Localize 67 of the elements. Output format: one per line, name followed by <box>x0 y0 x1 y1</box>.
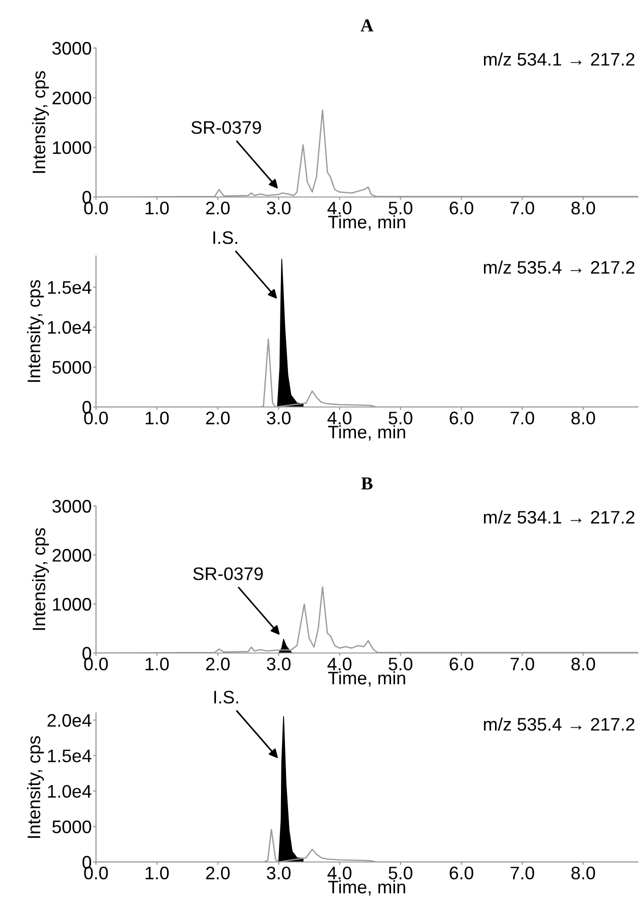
y-tick-label: 1000 <box>53 598 92 611</box>
x-tick-label: 1.0 <box>146 866 169 880</box>
x-tick-label: 1.0 <box>146 658 169 670</box>
y-tick-label: 1.0e4 <box>48 321 92 334</box>
annotation: I.S. <box>214 690 238 704</box>
x-tick-label: 5.0 <box>388 658 412 670</box>
y-tick-label: 2000 <box>52 548 92 562</box>
x-tick-label: 0.0 <box>84 412 108 424</box>
x-tick-label: 1.0 <box>146 412 169 424</box>
x-tick-label: 8.0 <box>571 202 596 214</box>
x-tick-label: 8.0 <box>571 658 596 670</box>
x-axis-title: Time, min <box>328 671 406 687</box>
x-tick-label: 3.0 <box>266 412 291 424</box>
x-tick-label: 2.0 <box>206 202 230 214</box>
y-axis-title: Intensity, cps <box>32 528 49 630</box>
x-tick-label: 8.0 <box>571 866 596 880</box>
chart-title: A <box>360 19 374 32</box>
y-axis-title: Intensity, cps <box>27 736 44 838</box>
y-tick-label: 5000 <box>52 820 92 834</box>
x-tick-label: 3.0 <box>266 658 291 670</box>
x-tick-label: 5.0 <box>388 866 412 880</box>
annotation: m/z 535.4 → 217.2 <box>484 717 634 731</box>
x-tick-label: 3.0 <box>266 866 291 880</box>
x-tick-label: 5.0 <box>388 412 412 424</box>
y-tick-label: 1.5e4 <box>48 750 92 762</box>
annotation: m/z 534.1 → 217.2 <box>484 52 634 66</box>
y-axis-title: Intensity, cps <box>32 71 49 173</box>
annotation: SR-0379 <box>191 121 261 134</box>
x-tick-label: 0.0 <box>84 866 108 880</box>
x-axis-title: Time, min <box>328 215 406 231</box>
x-tick-label: 7.0 <box>510 412 534 424</box>
x-axis-title: Time, min <box>328 880 406 896</box>
annotation: SR-0379 <box>193 567 263 580</box>
x-tick-label: 1.0 <box>146 202 169 214</box>
y-tick-label: 1.5e4 <box>48 281 92 294</box>
x-tick-label: 0.0 <box>84 202 108 214</box>
x-tick-label: 2.0 <box>206 866 230 880</box>
x-tick-label: 3.0 <box>266 202 291 214</box>
x-tick-label: 6.0 <box>450 866 474 880</box>
x-tick-label: 4.0 <box>327 202 352 214</box>
y-tick-label: 2000 <box>52 92 92 104</box>
chart-title: B <box>361 478 373 490</box>
y-tick-label: 1.0e4 <box>48 784 92 798</box>
x-tick-label: 2.0 <box>206 658 230 670</box>
x-tick-label: 6.0 <box>450 202 474 214</box>
x-tick-label: 6.0 <box>450 412 474 424</box>
x-tick-label: 4.0 <box>327 412 352 424</box>
y-tick-label: 3000 <box>52 500 92 513</box>
annotation: I.S. <box>213 231 238 244</box>
annotation: m/z 535.4 → 217.2 <box>484 260 634 274</box>
y-tick-label: 5000 <box>52 360 92 374</box>
x-tick-label: 0.0 <box>84 658 108 670</box>
x-tick-label: 7.0 <box>510 202 534 214</box>
x-tick-label: 5.0 <box>388 202 412 214</box>
x-axis-title: Time, min <box>328 425 406 441</box>
x-tick-label: 7.0 <box>510 866 534 880</box>
y-tick-label: 2.0e4 <box>48 714 92 727</box>
y-axis-title: Intensity, cps <box>27 280 44 382</box>
x-tick-label: 2.0 <box>206 412 230 424</box>
x-tick-label: 4.0 <box>327 866 352 880</box>
y-tick-label: 3000 <box>52 42 92 55</box>
x-tick-label: 8.0 <box>571 412 596 424</box>
annotation: m/z 534.1 → 217.2 <box>484 510 634 524</box>
x-tick-label: 4.0 <box>327 658 352 670</box>
x-tick-label: 6.0 <box>450 658 474 670</box>
x-tick-label: 7.0 <box>510 658 534 670</box>
y-tick-label: 1000 <box>53 141 92 154</box>
